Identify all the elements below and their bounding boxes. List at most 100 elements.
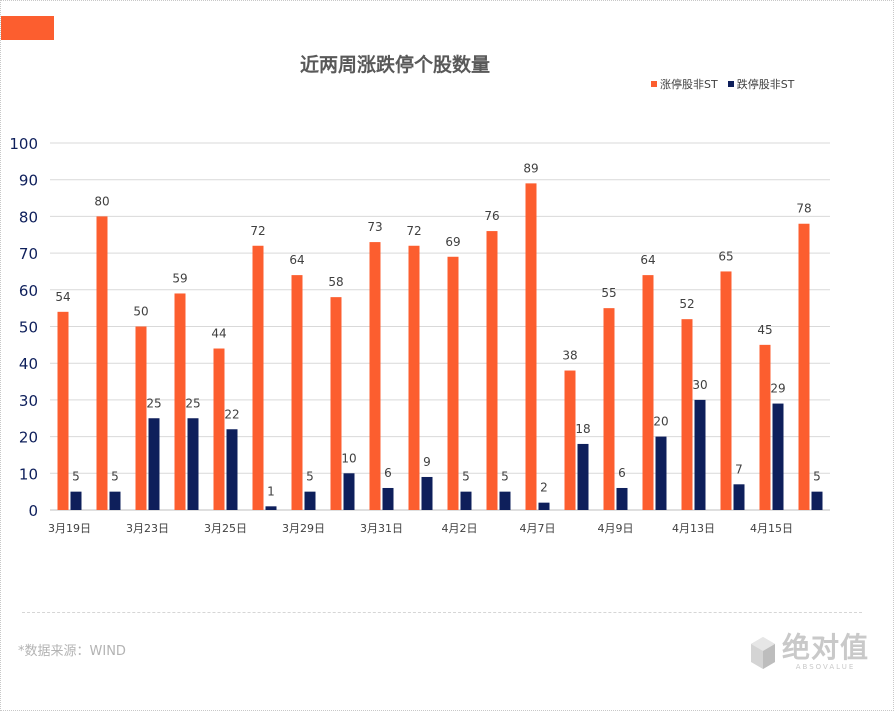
y-tick-label: 70 <box>19 245 38 263</box>
data-label-down: 6 <box>618 466 626 480</box>
data-label-down: 10 <box>341 451 356 465</box>
bar-up <box>57 311 69 510</box>
data-label-up: 73 <box>367 220 382 234</box>
bar-up <box>564 370 576 510</box>
data-label-down: 5 <box>462 470 470 484</box>
x-tick-label: 3月29日 <box>282 522 325 535</box>
data-label-up: 45 <box>757 323 772 337</box>
y-tick-label: 60 <box>19 282 38 300</box>
data-label-up: 65 <box>718 249 733 263</box>
x-tick-label: 4月13日 <box>672 522 715 535</box>
bar-down <box>109 491 121 510</box>
x-tick-label: 3月25日 <box>204 522 247 535</box>
data-label-up: 78 <box>796 202 811 216</box>
data-label-down: 1 <box>267 484 275 498</box>
data-label-up: 80 <box>94 194 109 208</box>
data-label-up: 52 <box>679 297 694 311</box>
bar-down <box>616 487 628 510</box>
y-tick-label: 40 <box>19 355 38 373</box>
data-label-up: 76 <box>484 209 499 223</box>
y-tick-label: 80 <box>19 208 38 226</box>
x-tick-label: 4月7日 <box>520 522 556 535</box>
data-label-down: 5 <box>111 470 119 484</box>
x-tick-label: 3月31日 <box>360 522 403 535</box>
data-label-up: 55 <box>601 286 616 300</box>
chart-title: 近两周涨跌停个股数量 <box>299 54 490 76</box>
bar-up <box>603 308 615 510</box>
data-label-down: 25 <box>146 396 161 410</box>
y-tick-label: 50 <box>19 319 38 337</box>
data-label-up: 59 <box>172 271 187 285</box>
legend-swatch-up <box>651 81 657 87</box>
data-label-up: 64 <box>289 253 304 267</box>
data-label-up: 58 <box>328 275 343 289</box>
data-label-up: 64 <box>640 253 655 267</box>
bar-up <box>252 245 264 510</box>
bar-up <box>642 275 654 510</box>
bar-down <box>382 487 394 510</box>
data-label-up: 38 <box>562 349 577 363</box>
bar-chart: 01020304050607080901005453月19日80550253月2… <box>9 135 830 535</box>
bar-up <box>408 245 420 510</box>
legend-item-down: 跌停股非ST <box>727 76 795 92</box>
bar-down <box>499 491 511 510</box>
data-label-up: 50 <box>133 305 148 319</box>
bar-up <box>135 326 147 510</box>
bar-up <box>213 348 225 510</box>
bar-down <box>460 491 472 510</box>
cube-logo-icon <box>751 636 775 669</box>
bar-up <box>681 319 693 510</box>
data-label-down: 9 <box>423 455 431 469</box>
bar-up <box>96 216 108 510</box>
data-label-up: 44 <box>211 327 226 341</box>
data-label-down: 5 <box>501 470 509 484</box>
bar-up <box>720 271 732 510</box>
data-label-down: 22 <box>224 407 239 421</box>
data-label-down: 30 <box>692 378 707 392</box>
bar-down <box>343 473 355 510</box>
y-tick-label: 0 <box>28 502 38 520</box>
data-label-down: 2 <box>540 481 548 495</box>
bar-down <box>187 418 199 510</box>
data-label-down: 5 <box>813 470 821 484</box>
bar-up <box>759 344 771 510</box>
bar-down <box>304 491 316 510</box>
legend: 涨停股非ST 跌停股非ST <box>651 76 794 92</box>
x-tick-label: 3月19日 <box>48 522 91 535</box>
bar-up <box>330 297 342 510</box>
y-tick-label: 30 <box>19 392 38 410</box>
bar-down <box>265 506 277 510</box>
x-tick-label: 4月15日 <box>750 522 793 535</box>
x-tick-label: 3月23日 <box>126 522 169 535</box>
data-label-down: 5 <box>72 470 80 484</box>
data-label-down: 7 <box>735 462 743 476</box>
y-tick-label: 10 <box>19 465 38 483</box>
data-source: *数据来源：WIND <box>18 644 126 659</box>
data-label-up: 69 <box>445 235 460 249</box>
bar-down <box>577 443 589 510</box>
bar-down <box>655 436 667 510</box>
bar-down <box>694 399 706 510</box>
bar-up <box>798 223 810 511</box>
y-tick-label: 100 <box>9 135 38 153</box>
legend-label-down: 跌停股非ST <box>736 78 795 91</box>
legend-swatch-down <box>727 81 734 87</box>
data-label-down: 20 <box>653 415 668 429</box>
data-label-up: 72 <box>406 224 421 238</box>
data-label-down: 25 <box>185 396 200 410</box>
footer-divider <box>22 612 862 613</box>
brand-logo: 绝对值 ABSOVALUE <box>750 633 869 672</box>
data-label-down: 29 <box>770 382 785 396</box>
data-label-up: 89 <box>523 161 538 175</box>
bar-down <box>733 484 745 510</box>
bar-down <box>226 429 238 510</box>
x-tick-label: 4月2日 <box>442 522 478 535</box>
logo-text-cn: 绝对值 <box>782 631 870 664</box>
logo-text-en: ABSOVALUE <box>795 663 856 671</box>
x-tick-label: 4月9日 <box>598 522 634 535</box>
data-label-down: 5 <box>306 470 314 484</box>
accent-block <box>1 16 54 40</box>
bar-down <box>70 491 82 510</box>
data-label-down: 18 <box>575 422 590 436</box>
bar-down <box>538 502 550 510</box>
